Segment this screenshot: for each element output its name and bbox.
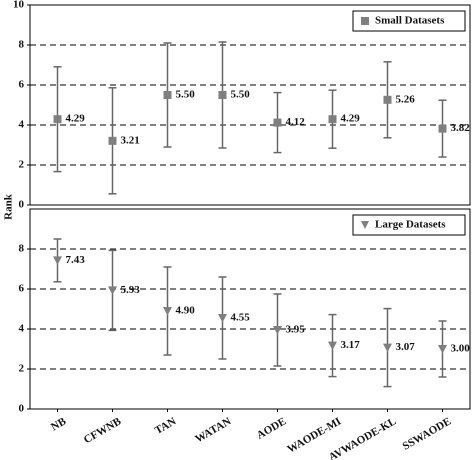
legend-label: Small Datasets <box>375 15 445 27</box>
x-tick-label: WATAN <box>193 415 233 445</box>
legend-label: Large Datasets <box>375 219 446 231</box>
x-tick-label: AODE <box>255 415 289 441</box>
value-label: 3.07 <box>396 341 416 353</box>
x-tick-label: TAN <box>153 415 178 437</box>
x-tick-label: SSWAODE <box>401 415 454 452</box>
legend-box <box>352 214 466 236</box>
value-label: 5.26 <box>396 93 416 105</box>
value-label: 3.00 <box>451 343 471 355</box>
legend-box <box>352 10 466 32</box>
y-tick-label: 8 <box>19 243 25 255</box>
point <box>163 307 172 316</box>
point <box>383 95 392 104</box>
y-tick-label: 6 <box>19 79 25 91</box>
y-tick-label: 2 <box>19 363 25 375</box>
point <box>438 124 447 133</box>
plot-frame <box>29 208 471 410</box>
value-label: 3.17 <box>341 339 361 351</box>
point <box>163 91 172 99</box>
plot-frame <box>29 4 471 206</box>
value-label: 5.50 <box>231 89 251 101</box>
value-label: 5.93 <box>121 284 141 296</box>
point <box>108 286 117 295</box>
point <box>218 91 227 99</box>
x-tick-label: NB <box>49 415 69 433</box>
y-tick-label: 6 <box>19 283 25 295</box>
x-tick-label: CFWNB <box>82 415 124 446</box>
value-label: 4.90 <box>176 305 196 317</box>
value-label: 3.95 <box>286 324 306 336</box>
value-label: 4.29 <box>66 113 86 125</box>
value-label: 7.43 <box>66 254 86 266</box>
value-label: 3.82 <box>451 122 471 134</box>
value-label: 4.55 <box>231 312 251 324</box>
point <box>218 314 227 323</box>
y-tick-label: 8 <box>19 39 25 51</box>
point <box>108 136 117 145</box>
y-tick-label: 4 <box>19 119 25 131</box>
y-tick-label: 0 <box>19 403 25 415</box>
value-label: 4.12 <box>286 116 306 128</box>
point <box>438 345 447 354</box>
y-tick-label: 2 <box>19 159 25 171</box>
y-tick-label: 10 <box>13 0 25 11</box>
value-label: 5.50 <box>176 89 196 101</box>
point <box>53 115 62 124</box>
y-tick-label: 0 <box>19 199 25 211</box>
point <box>328 115 337 124</box>
value-label: 3.21 <box>121 134 140 146</box>
legend-marker <box>361 17 369 25</box>
y-tick-label: 4 <box>19 323 25 335</box>
value-label: 4.29 <box>341 113 361 125</box>
y-axis-label: Rank <box>3 193 15 220</box>
legend-marker <box>361 221 369 229</box>
point <box>273 118 282 127</box>
point <box>53 256 62 265</box>
point <box>383 343 392 353</box>
point <box>273 326 282 335</box>
point <box>328 341 337 351</box>
